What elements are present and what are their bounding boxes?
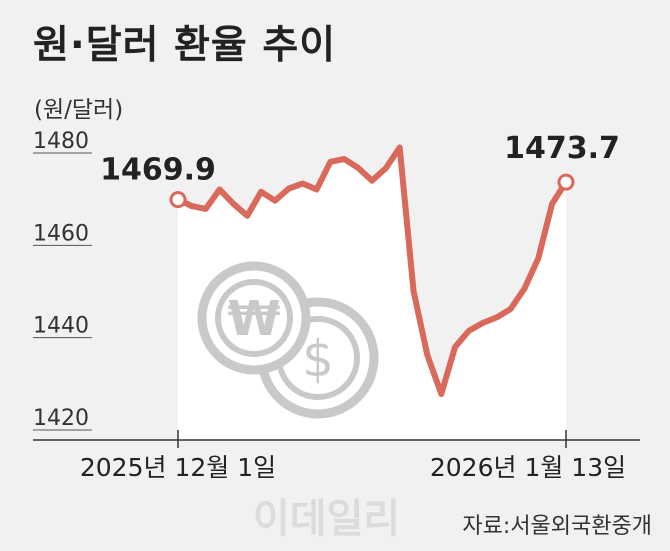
y-axis: 1420 1440 1460 1480 xyxy=(33,129,92,431)
y-tick-label: 1440 xyxy=(33,314,89,339)
x-axis-ticks xyxy=(177,430,567,448)
y-tick-label: 1480 xyxy=(33,129,89,154)
x-label-end: 2026년 1월 13일 xyxy=(430,453,626,482)
start-point-marker xyxy=(169,191,187,209)
won-coin-icon: ₩ xyxy=(197,261,311,375)
end-value-label: 1473.7 xyxy=(504,131,620,166)
y-tick-label: 1420 xyxy=(33,406,89,431)
watermark-logo: 이데일리 xyxy=(253,496,401,542)
end-point-marker xyxy=(557,173,575,191)
currency-coins-illustration: $ ₩ xyxy=(197,261,379,419)
x-label-start: 2025년 12월 1일 xyxy=(80,453,276,482)
y-tick-label: 1460 xyxy=(33,221,89,246)
rate-line xyxy=(175,144,569,397)
y-axis-unit: (원/달러) xyxy=(34,97,124,123)
source-note: 자료:서울외국환중개 xyxy=(462,514,652,539)
start-value-label: 1469.9 xyxy=(100,153,216,188)
svg-text:$: $ xyxy=(302,330,334,388)
chart-title: 원·달러 환율 추이 xyxy=(33,23,337,68)
svg-text:₩: ₩ xyxy=(228,291,281,347)
